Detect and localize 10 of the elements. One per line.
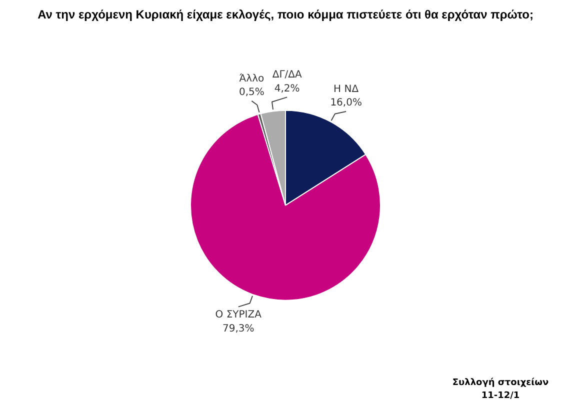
chart-title: Αν την ερχόμενη Κυριακή είχαμε εκλογές, ποιο κόμμα πιστεύετε ότι θα ερχόταν πρώτο; xyxy=(38,8,534,22)
data-label: 0,5% xyxy=(239,87,264,98)
slice-label: Ο ΣΥΡΙΖΑ xyxy=(215,310,262,321)
slice-label: Η ΝΔ xyxy=(334,84,359,95)
slice-label: ΔΓ/ΔΑ xyxy=(272,70,302,81)
data-label: 16,0% xyxy=(330,98,362,109)
data-label: 4,2% xyxy=(274,83,300,94)
slice-label: Άλλο xyxy=(239,73,264,84)
data-label: 79,3% xyxy=(222,323,254,334)
text: Συλλογή στοιχείων 11-12/1 xyxy=(452,377,549,401)
